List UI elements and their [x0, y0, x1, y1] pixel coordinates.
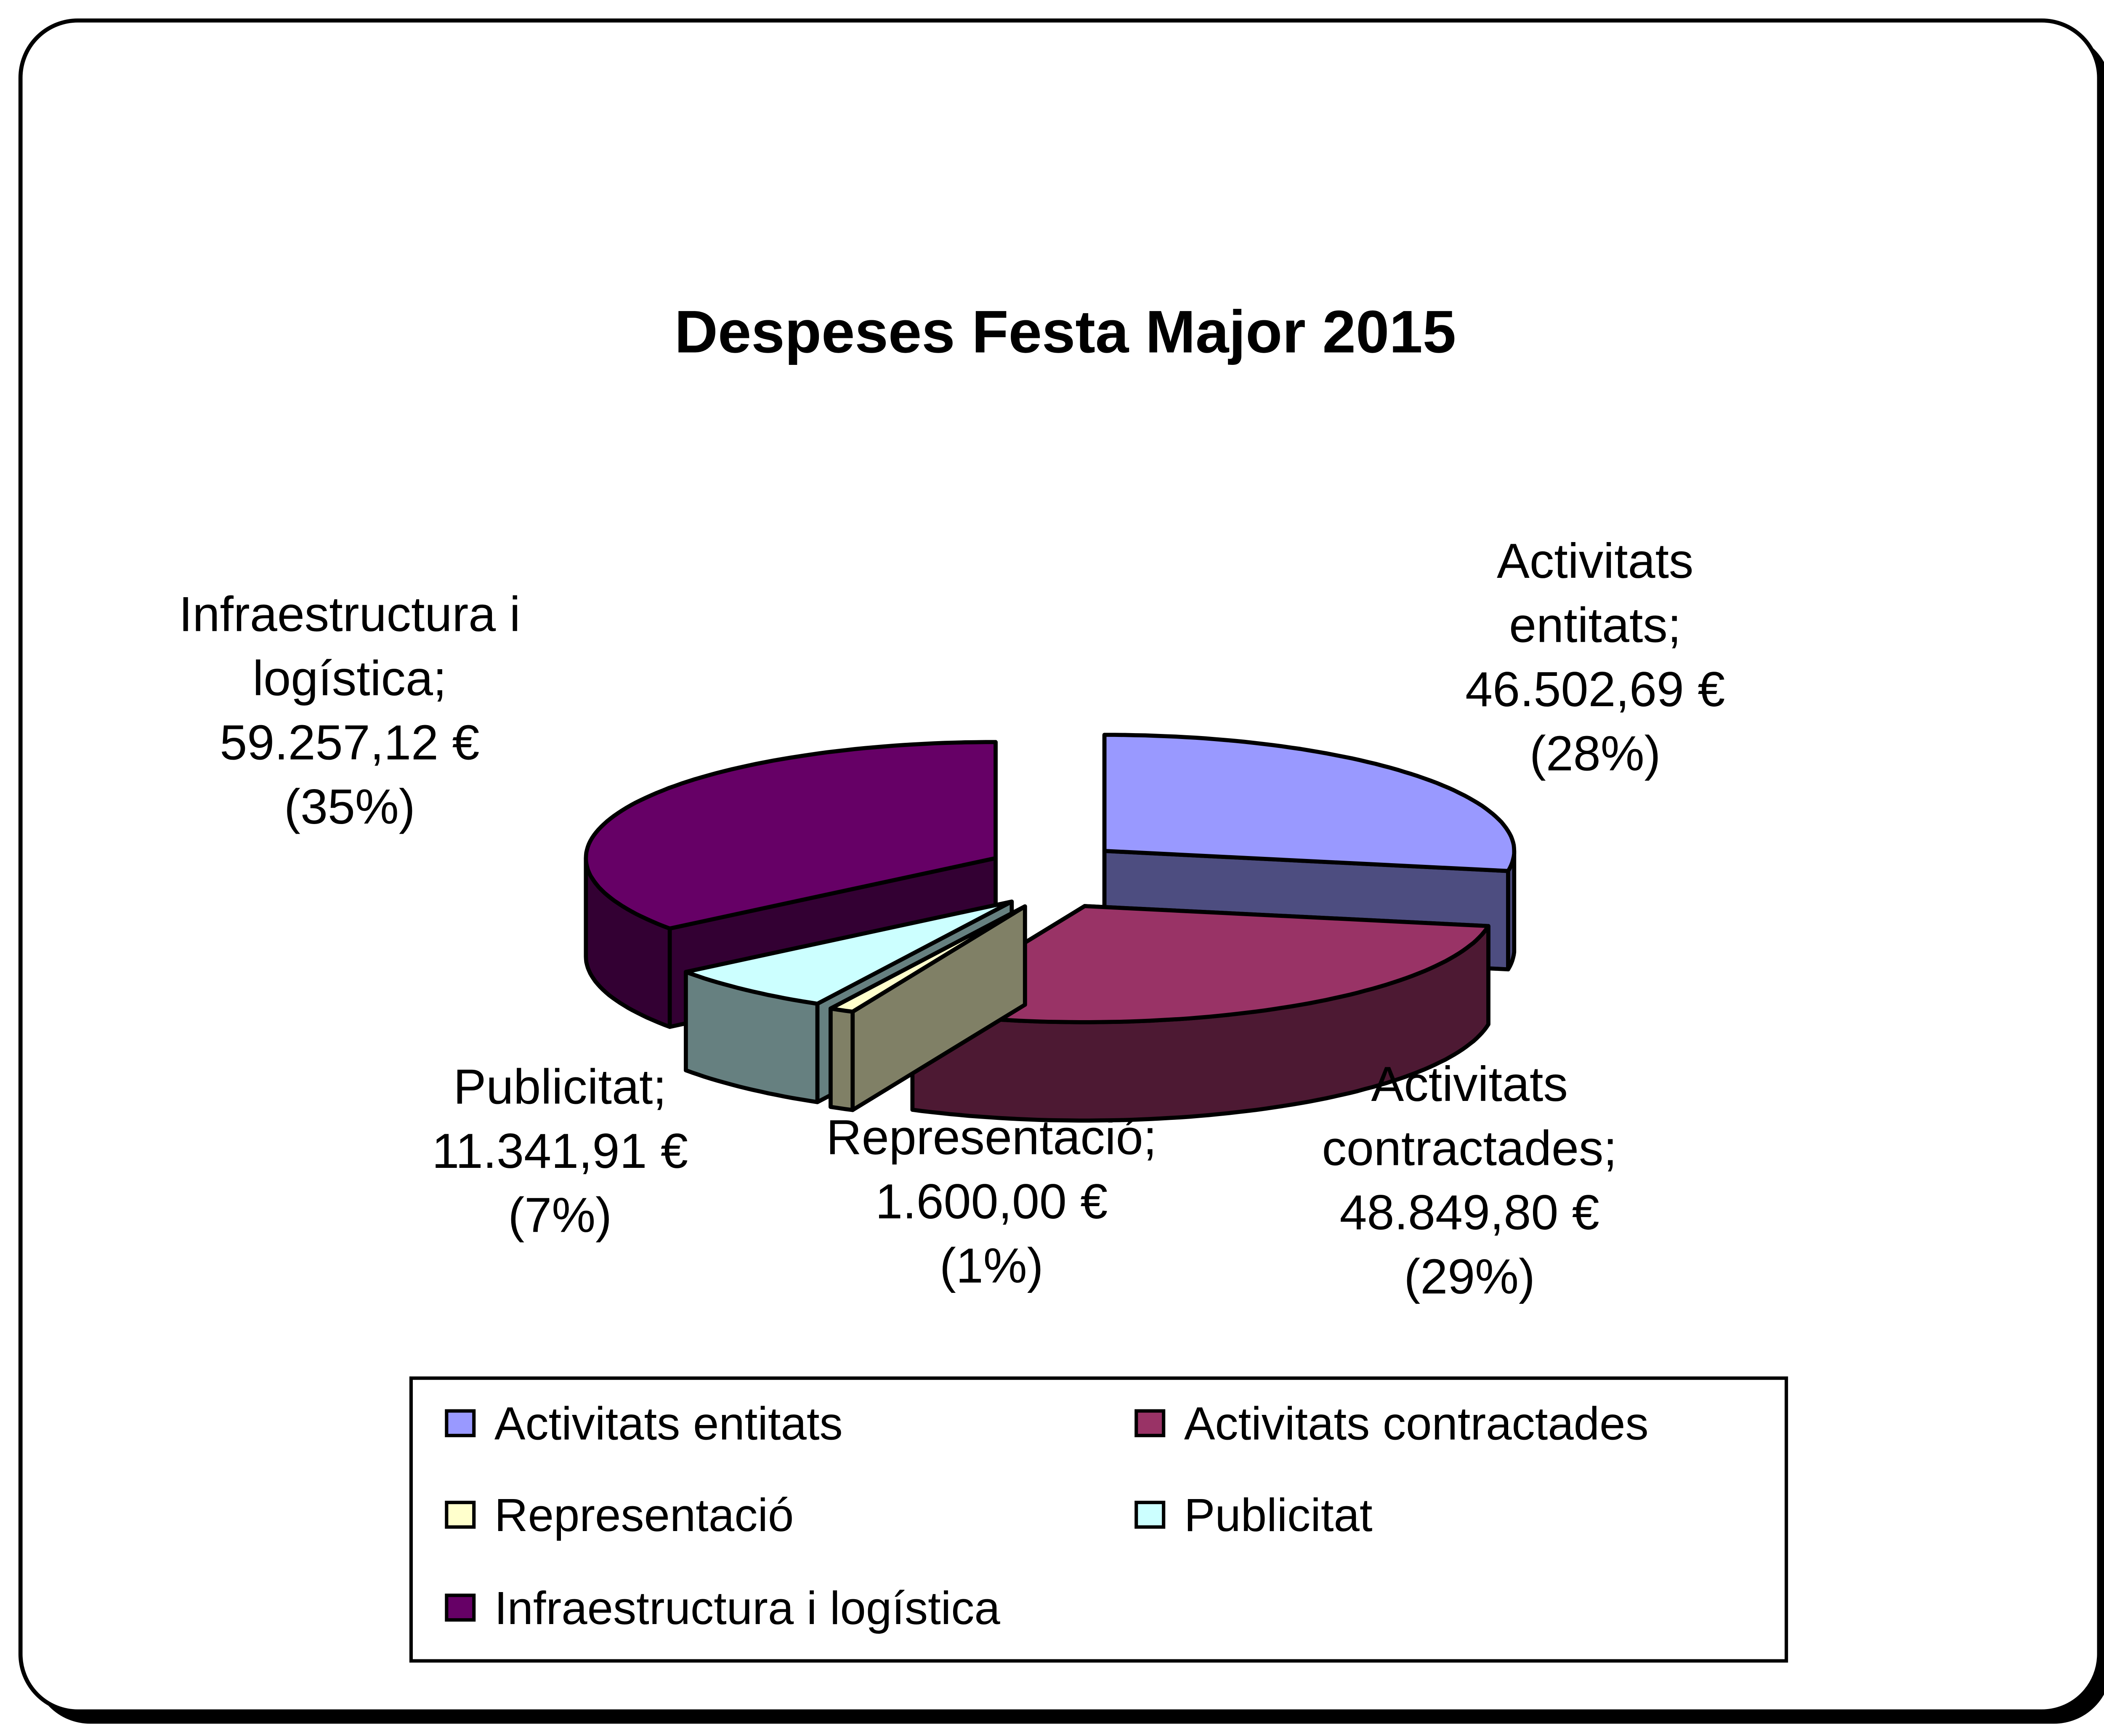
- legend-label: Activitats contractades: [1184, 1398, 1649, 1450]
- slice-top: [910, 904, 1490, 1024]
- slice-top: [829, 904, 1027, 1014]
- pie-slices: [584, 733, 1517, 1123]
- slice-top: [684, 899, 1014, 1006]
- legend-swatch: [1134, 1500, 1166, 1529]
- chart-frame: [18, 18, 2101, 1714]
- pie-slice-0: [1102, 733, 1517, 972]
- legend-item-2: Representació: [445, 1489, 794, 1541]
- legend-swatch: [445, 1409, 476, 1438]
- data-label-line: 59.257,12 €: [220, 715, 479, 770]
- data-label-line: logística;: [252, 651, 446, 706]
- data-label-line: Activitats: [1497, 533, 1693, 588]
- data-label-line: contractades;: [1322, 1120, 1617, 1175]
- data-label-3: Publicitat; 11.341,91 € (7%): [432, 1059, 688, 1242]
- slice-top: [584, 740, 998, 931]
- data-label-line: Infraestructura i: [179, 586, 521, 641]
- legend-item-4: Infraestructura i logística: [445, 1582, 1001, 1634]
- data-label-line: (29%): [1404, 1249, 1535, 1304]
- data-label-line: 48.849,80 €: [1340, 1185, 1599, 1240]
- legend-label: Activitats entitats: [494, 1398, 843, 1450]
- legend-box: [409, 1376, 1788, 1663]
- data-label-0: Activitats entitats; 46.502,69 € (28%): [1465, 533, 1725, 781]
- legend-item-1: Activitats contractades: [1134, 1398, 1649, 1450]
- data-label-line: (28%): [1530, 726, 1661, 781]
- data-label-line: Activitats: [1371, 1056, 1567, 1111]
- data-label-line: (1%): [940, 1238, 1044, 1293]
- legend-swatch: [445, 1593, 476, 1622]
- legend-item-3: Publicitat: [1134, 1489, 1373, 1541]
- pie-slice-2: [829, 904, 1027, 1112]
- data-label-line: Representació;: [826, 1109, 1157, 1164]
- data-label-line: 11.341,91 €: [432, 1123, 688, 1178]
- slice-top: [1102, 733, 1517, 873]
- slice-outer-wall: [829, 1006, 855, 1112]
- legend: Activitats entitats Activitats contractad…: [409, 1376, 1788, 1663]
- data-label-line: (7%): [508, 1187, 612, 1242]
- legend-swatch: [445, 1500, 476, 1529]
- chart-title: Despeses Festa Major 2015: [675, 298, 1456, 365]
- data-label-line: 1.600,00 €: [875, 1174, 1108, 1229]
- data-label-line: 46.502,69 €: [1465, 662, 1725, 717]
- legend-label: Publicitat: [1184, 1489, 1373, 1541]
- legend-swatch: [1134, 1409, 1166, 1438]
- data-label-line: entitats;: [1509, 597, 1681, 652]
- data-label-2: Representació; 1.600,00 € (1%): [826, 1109, 1157, 1293]
- legend-item-0: Activitats entitats: [445, 1398, 843, 1450]
- data-label-line: (35%): [284, 779, 415, 834]
- data-label-line: Publicitat;: [453, 1059, 667, 1114]
- data-label-4: Infraestructura i logística; 59.257,12 € (3…: [179, 586, 521, 834]
- legend-label: Infraestructura i logística: [494, 1582, 1001, 1634]
- data-labels: Activitats entitats; 46.502,69 € (28%)Activ…: [179, 533, 1725, 1304]
- legend-label: Representació: [494, 1489, 794, 1541]
- data-label-1: Activitats contractades; 48.849,80 € (29%): [1322, 1056, 1617, 1304]
